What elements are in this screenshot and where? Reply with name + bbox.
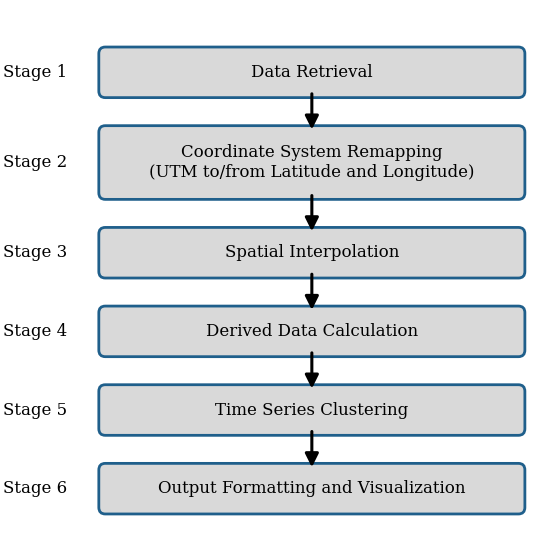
Text: Stage 1: Stage 1 xyxy=(3,64,67,81)
Text: Stage 2: Stage 2 xyxy=(3,154,67,171)
Text: Output Formatting and Visualization: Output Formatting and Visualization xyxy=(158,480,465,497)
FancyBboxPatch shape xyxy=(99,306,525,356)
Text: Data Retrieval: Data Retrieval xyxy=(251,64,373,81)
Text: Derived Data Calculation: Derived Data Calculation xyxy=(206,323,418,340)
FancyBboxPatch shape xyxy=(99,126,525,200)
Text: Spatial Interpolation: Spatial Interpolation xyxy=(225,244,399,261)
FancyBboxPatch shape xyxy=(99,463,525,514)
FancyBboxPatch shape xyxy=(99,47,525,98)
Text: Stage 6: Stage 6 xyxy=(3,480,67,497)
Text: Stage 4: Stage 4 xyxy=(3,323,67,340)
Text: Stage 5: Stage 5 xyxy=(3,402,67,419)
Text: Stage 3: Stage 3 xyxy=(3,244,67,261)
Text: Time Series Clustering: Time Series Clustering xyxy=(215,402,408,419)
FancyBboxPatch shape xyxy=(99,228,525,278)
FancyBboxPatch shape xyxy=(99,384,525,435)
Text: Coordinate System Remapping
(UTM to/from Latitude and Longitude): Coordinate System Remapping (UTM to/from… xyxy=(149,144,475,181)
